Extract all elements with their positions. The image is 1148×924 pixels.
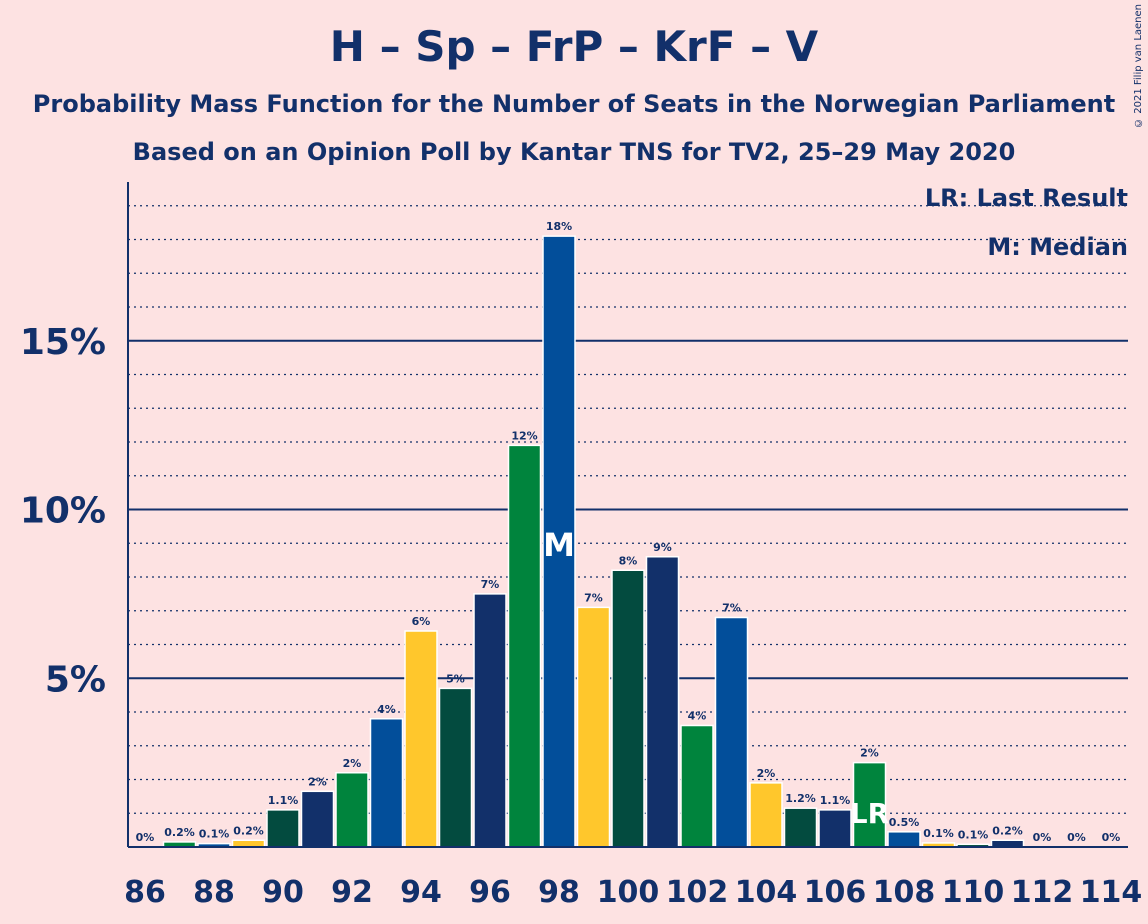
- bar: [231, 839, 266, 848]
- bar-value-label: 7%: [481, 578, 500, 591]
- bar: [266, 809, 300, 848]
- x-tick-label: 104: [735, 875, 798, 910]
- bar-value-label: 5%: [446, 672, 465, 685]
- bar-value-label: 0%: [136, 831, 155, 844]
- bar: [507, 444, 542, 848]
- y-tick-label: 5%: [45, 659, 106, 700]
- bar: [576, 606, 611, 848]
- bar-value-label: 0.5%: [889, 816, 920, 829]
- x-tick-label: 88: [193, 875, 235, 910]
- bar: [852, 761, 887, 848]
- bar-value-label: 0.1%: [199, 828, 230, 841]
- bar-value-label: 8%: [619, 554, 638, 567]
- last-result-marker: LR: [850, 797, 889, 830]
- x-tick-label: 92: [331, 875, 373, 910]
- bar-value-label: 6%: [412, 615, 431, 628]
- x-tick-label: 86: [124, 875, 166, 910]
- y-tick-label: 15%: [20, 322, 106, 363]
- bar: [783, 807, 818, 848]
- legend-last-result: LR: Last Result: [924, 184, 1128, 212]
- bar-value-label: 0.1%: [923, 827, 954, 840]
- bar: [473, 593, 507, 848]
- bar-value-label: 1.2%: [785, 792, 816, 805]
- bar-value-label: 0.2%: [992, 824, 1023, 837]
- bar: [645, 556, 680, 848]
- bar: [990, 839, 1025, 848]
- x-tick-label: 106: [804, 875, 867, 910]
- x-tick-label: 102: [666, 875, 729, 910]
- bar-value-label: 0.2%: [233, 824, 264, 837]
- bar: [749, 782, 783, 848]
- bar: [369, 718, 404, 848]
- bar-value-label: 0%: [1067, 831, 1086, 844]
- chart-title: H – Sp – FrP – KrF – V: [329, 22, 819, 71]
- bar-value-label: 1.1%: [820, 794, 851, 807]
- bar-value-label: 18%: [546, 220, 572, 233]
- bar-value-label: 4%: [377, 703, 396, 716]
- bar: [818, 809, 852, 848]
- bar-value-label: 0%: [1033, 831, 1052, 844]
- x-tick-label: 110: [942, 875, 1005, 910]
- x-tick-label: 90: [262, 875, 304, 910]
- x-tick-label: 94: [400, 875, 442, 910]
- bar-value-label: 1.1%: [268, 794, 299, 807]
- bar-value-label: 0%: [1102, 831, 1121, 844]
- bar: [714, 616, 749, 848]
- bar: [300, 790, 335, 848]
- x-tick-label: 96: [469, 875, 511, 910]
- chart-subtitle: Probability Mass Function for the Number…: [32, 90, 1116, 118]
- bar-value-label: 4%: [688, 710, 707, 723]
- bar-value-label: 7%: [584, 591, 603, 604]
- x-tick-label: 112: [1011, 875, 1074, 910]
- bar-value-label: 0.2%: [164, 826, 195, 839]
- legend-median: M: Median: [987, 233, 1128, 261]
- bar: [611, 569, 645, 848]
- median-marker: M: [543, 526, 575, 564]
- bar: [542, 235, 576, 848]
- bar: [404, 630, 438, 848]
- x-tick-label: 98: [538, 875, 580, 910]
- bar-value-label: 9%: [653, 541, 672, 554]
- x-tick-label: 100: [597, 875, 660, 910]
- bar: [438, 687, 473, 848]
- bar-value-label: 2%: [757, 767, 776, 780]
- bar-value-label: 2%: [308, 775, 327, 788]
- x-tick-label: 108: [873, 875, 936, 910]
- bar-value-label: 12%: [511, 429, 537, 442]
- bar: [887, 831, 921, 848]
- bar-value-label: 7%: [722, 602, 741, 615]
- x-tick-label: 114: [1080, 875, 1143, 910]
- bar-value-label: 2%: [860, 747, 879, 760]
- bar-value-label: 2%: [343, 757, 362, 770]
- bar: [680, 724, 714, 848]
- chart-subtitle-poll: Based on an Opinion Poll by Kantar TNS f…: [132, 138, 1016, 166]
- y-tick-label: 10%: [20, 491, 106, 532]
- bar-value-label: 0.1%: [958, 828, 989, 841]
- bar: [335, 772, 369, 848]
